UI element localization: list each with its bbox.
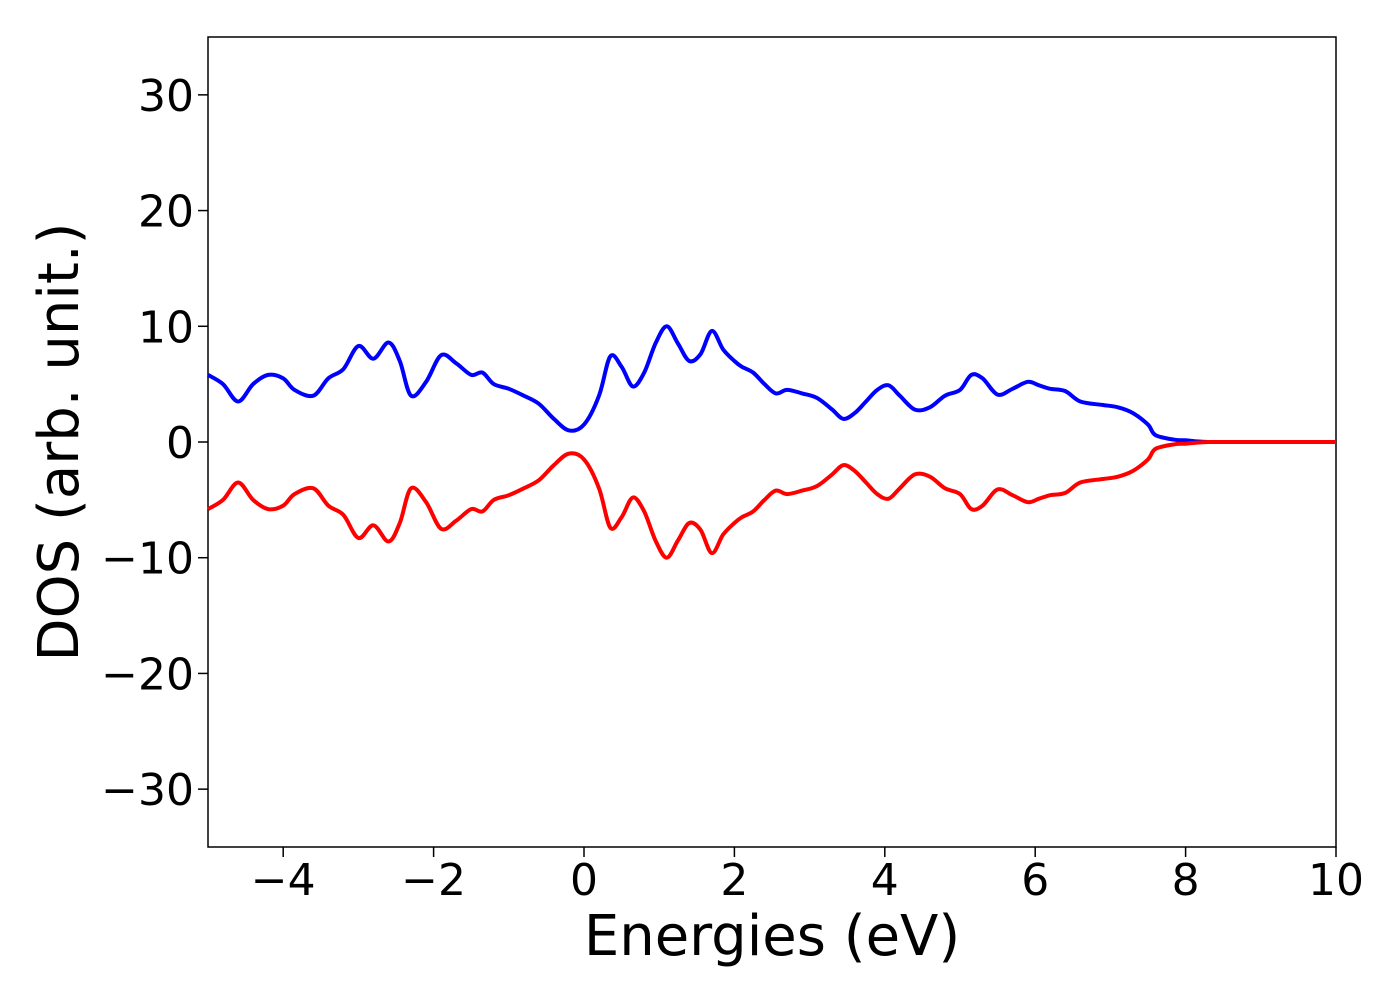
x-tick-label: 8	[1172, 855, 1200, 906]
x-tick-label: 6	[1021, 855, 1049, 906]
x-tick-label: 10	[1308, 855, 1364, 906]
x-tick-label: −2	[401, 855, 466, 906]
plot-frame	[207, 36, 1337, 848]
y-axis: 30 20 10 0 −10 −20 −30	[101, 71, 208, 816]
plot-area	[207, 36, 1337, 848]
series-line-down	[206, 439, 1336, 560]
y-tick-label: 10	[138, 302, 194, 353]
y-tick-label: 0	[166, 418, 194, 469]
series-layer	[206, 324, 1336, 560]
y-tick-label: −10	[101, 534, 194, 585]
series-line-up	[206, 324, 1336, 445]
y-tick-label: 30	[138, 71, 194, 122]
x-tick-label: 4	[871, 855, 899, 906]
y-tick-label: −20	[101, 649, 194, 700]
x-tick-label: 2	[720, 855, 748, 906]
y-axis-title: DOS (arb. unit.)	[27, 222, 92, 661]
x-axis-title: Energies (eV)	[584, 904, 960, 969]
x-axis: −4 −2 0 2 4 6 8 10	[251, 847, 1364, 906]
x-tick-label: −4	[251, 855, 316, 906]
y-tick-label: −30	[101, 765, 194, 816]
y-tick-label: 20	[138, 187, 194, 238]
x-tick-label: 0	[570, 855, 598, 906]
